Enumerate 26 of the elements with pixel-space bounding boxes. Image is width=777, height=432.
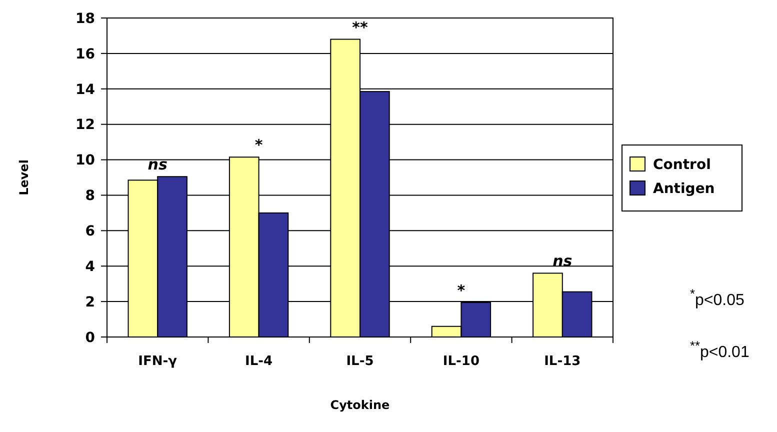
x-tick-label: IFN-γ [138,354,178,369]
y-tick-label: 10 [76,152,96,169]
x-tick-label: IL-5 [346,354,374,369]
text: $^{*}$p<0.05 [690,286,744,309]
x-tick-label: IL-13 [544,354,581,369]
legend-label: Antigen [653,180,715,197]
annotation: * [457,281,466,300]
x-tick-label: IL-4 [245,354,273,369]
y-tick-label: 16 [76,46,95,62]
y-tick-label: 4 [85,259,96,276]
x-tick-label: IL-10 [442,354,480,369]
text: $^{**}$p<0.01 [690,338,750,361]
y-tick-label: 2 [85,294,95,310]
y-tick-label: 18 [76,10,95,27]
y-tick-label: 0 [85,330,96,346]
y-axis-title: Level [17,160,31,196]
annotation: ns [552,252,572,270]
annotation: ** [352,18,368,36]
x-axis-title: Cytokine [330,398,390,412]
y-tick-label: 12 [76,117,95,134]
y-tick-label: 14 [76,82,96,98]
annotation: * [254,136,263,154]
legend-label: Control [653,156,711,173]
y-tick-label: 8 [85,188,95,204]
annotation: ns [148,156,168,174]
y-tick-label: 6 [85,224,95,240]
